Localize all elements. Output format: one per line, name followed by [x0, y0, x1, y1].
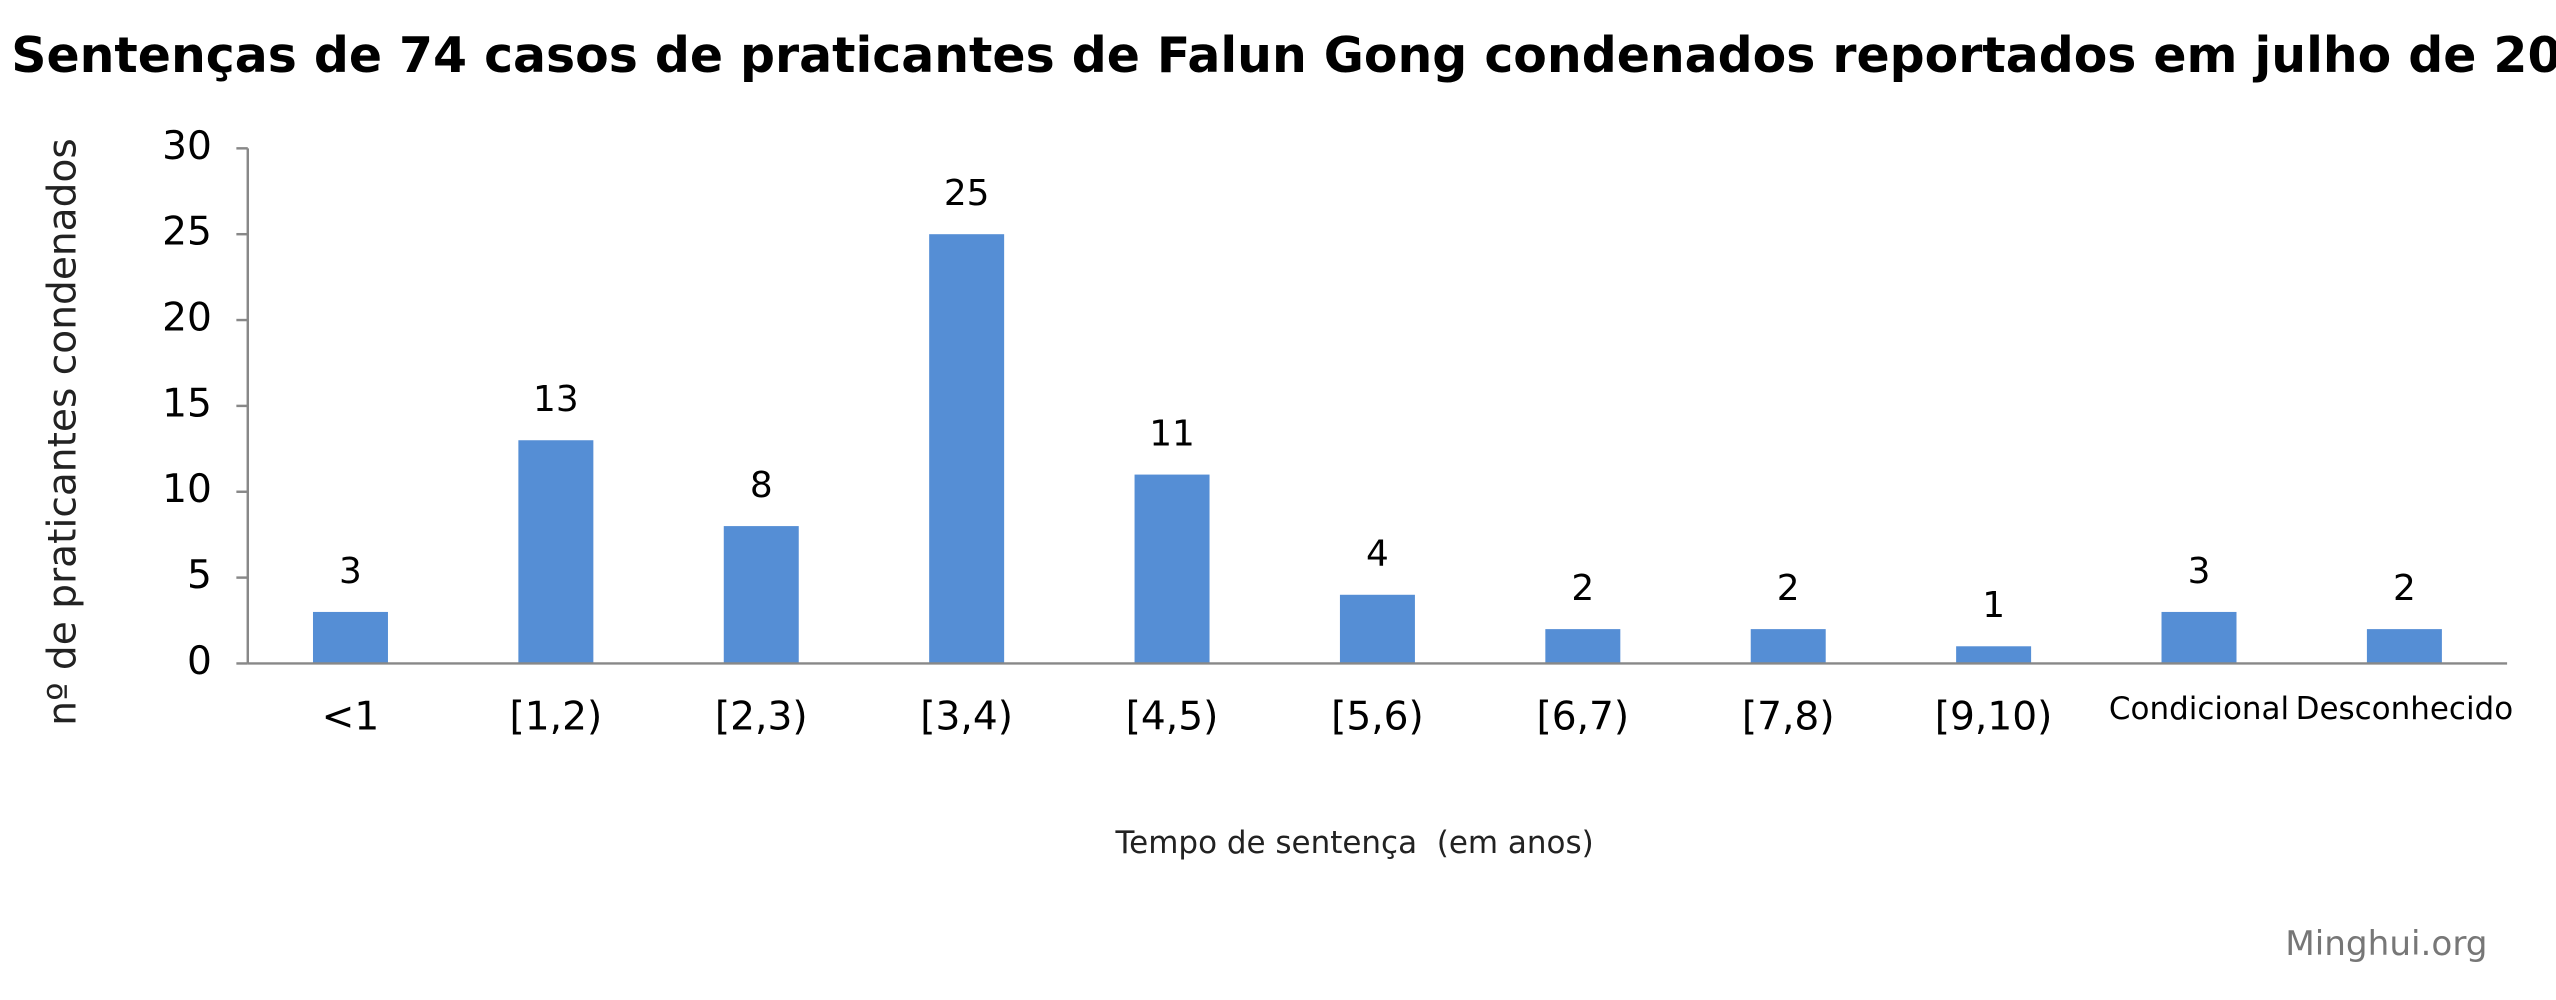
data-label: 1 [1982, 585, 2005, 626]
bar [1956, 646, 2032, 664]
x-tick-label: [7,8) [1742, 694, 1835, 739]
data-label: 2 [1571, 568, 1594, 609]
x-axis-label: Tempo de sentença (em anos) [1115, 825, 1594, 861]
data-label: 4 [1366, 534, 1389, 575]
bar [2366, 629, 2442, 664]
x-tick-label: [2,3) [715, 694, 808, 739]
bar [1750, 629, 1826, 664]
bar [1339, 594, 1415, 664]
chart-title: Sentenças de 74 casos de praticantes de … [11, 27, 2556, 84]
x-tick-label: [1,2) [510, 694, 603, 739]
y-tick-label: 20 [162, 296, 212, 341]
data-label: 11 [1149, 413, 1195, 454]
x-tick-label: [5,6) [1331, 694, 1424, 739]
x-tick-label: [6,7) [1536, 694, 1629, 739]
data-label: 13 [533, 379, 579, 420]
x-tick-label: Desconhecido [2296, 691, 2514, 727]
x-tick-label: [4,5) [1126, 694, 1219, 739]
x-tick-label: <1 [322, 694, 380, 739]
data-label: 2 [2393, 568, 2416, 609]
y-tick-label: 30 [162, 124, 212, 169]
data-label: 3 [2188, 551, 2211, 592]
bar [518, 440, 594, 664]
y-axis-label: nº de praticantes condenados [41, 138, 86, 725]
bar [929, 234, 1005, 664]
y-tick-label: 5 [187, 553, 212, 598]
y-tick-label: 10 [162, 467, 212, 512]
bar [2161, 611, 2237, 664]
bar [723, 526, 799, 664]
bar [312, 611, 388, 664]
watermark: Minghui.org [2285, 924, 2487, 964]
data-label: 8 [750, 465, 773, 506]
data-label: 3 [339, 551, 362, 592]
y-tick-label: 15 [162, 381, 212, 426]
data-label: 2 [1777, 568, 1800, 609]
y-tick-label: 25 [162, 210, 212, 255]
data-label: 25 [944, 173, 990, 214]
bar [1545, 629, 1621, 664]
bar [1134, 474, 1210, 664]
x-tick-label: Condicional [2109, 691, 2289, 727]
x-tick-label: [9,10) [1935, 694, 2053, 739]
y-tick-label: 0 [187, 639, 212, 684]
x-tick-label: [3,4) [920, 694, 1013, 739]
